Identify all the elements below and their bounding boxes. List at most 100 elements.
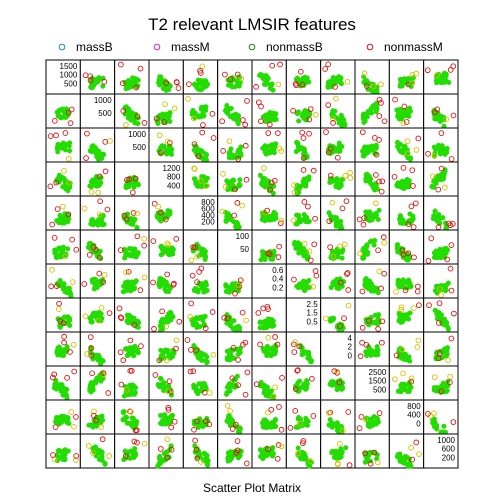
scatter-point [226,82,232,88]
scatter-point [360,116,366,122]
panel-r9-c12 [423,331,459,367]
scatter-point [299,384,305,390]
scatter-point [132,390,138,396]
panel-r7-c12 [423,263,459,299]
scatter-point [159,352,165,358]
scatter-point [170,247,176,253]
scatter-point [51,117,58,124]
scatter-point [407,280,413,286]
panel-r10-c2 [79,365,116,401]
scatter-point [66,285,72,291]
scatter-point [134,419,140,425]
panel-r2-c5 [182,93,219,129]
scatter-point [168,354,174,360]
scatter-point [413,70,420,77]
panel-r12-c1 [45,433,81,469]
scatter-point [343,445,349,451]
panel-frame [251,195,287,231]
scatter-point [167,118,173,124]
scatter-point [440,215,446,221]
diagonal-tick-label: 500 [64,79,78,88]
panel-r9-c6 [217,331,253,367]
panel-r9-c10 [354,331,390,367]
scatter-point [361,255,367,261]
scatter-point [168,415,174,421]
scatter-point [372,103,378,109]
scatter-point [268,256,274,262]
panel-r4-c11 [388,161,425,197]
scatter-point [399,149,405,155]
scatter-point [171,105,178,112]
scatter-point [55,347,61,353]
scatter-point [121,409,127,415]
scatter-point [407,358,413,364]
scatter-point [60,215,66,221]
scatter-point [228,217,234,223]
scatter-point [126,392,132,398]
scatter-point [203,78,209,84]
scatter-point [191,176,197,182]
scatter-point [301,110,307,116]
scatter-point [164,115,170,121]
scatter-point [438,80,444,86]
scatter-point [404,150,411,157]
scatter-point [257,172,263,178]
panel-r10-c4 [148,365,184,401]
scatter-point [361,74,367,80]
scatter-point [65,155,72,162]
panel-r11-c8 [285,399,322,435]
panel-r10-c12 [423,365,459,401]
panel-r1-c7 [251,59,287,95]
scatter-point [328,285,334,291]
scatter-point [333,448,339,454]
scatter-point [160,111,166,117]
diagonal-tick-label: 50 [240,245,249,254]
panel-r6-c5 [182,229,219,265]
panel-r5-c6 [217,195,253,231]
scatter-point [124,84,130,90]
panel-r7-c1 [45,263,81,299]
scatter-point [229,283,235,289]
scatter-point [431,184,437,190]
panel-r11-c10 [354,399,390,435]
panel-r3-c4 [148,127,184,163]
scatter-point [304,215,310,221]
panel-r2-c7 [251,93,287,129]
scatter-point [306,130,312,137]
scatter-point [372,285,378,291]
scatter-point [373,142,379,148]
scatter-point [363,349,369,355]
scatter-point [406,113,412,119]
scatter-point [395,278,401,284]
scatter-point [117,61,124,68]
scatter-point [101,78,108,85]
scatter-point [156,79,162,85]
scatter-point [128,84,134,90]
scatter-point [237,177,243,183]
panel-r7-c7: 0.60.40.2 [251,263,287,299]
scatter-point [95,280,101,286]
legend-label: nonmassB [266,40,323,54]
scatter-point [228,146,234,152]
scatter-point [174,79,180,86]
panel-r2-c3 [114,93,150,129]
scatter-point [262,119,268,125]
panel-r1-c5 [182,59,219,95]
scatter-point [156,132,163,139]
scatter-point [363,209,369,215]
diagonal-tick-label: 600 [442,445,456,454]
scatter-point [165,319,171,325]
scatter-point [405,311,411,317]
scatter-point [431,254,437,260]
scatter-point [160,417,166,423]
scatter-point [404,454,410,460]
panel-frame [79,93,116,129]
legend-marker [248,43,256,51]
panel-r2-c2: 1000 500 [79,93,116,129]
scatter-point [298,145,304,151]
panel-r3-c12 [423,127,459,163]
panel-r1-c6 [217,59,253,95]
scatter-point [378,100,384,106]
panel-r8-c11 [388,297,425,333]
